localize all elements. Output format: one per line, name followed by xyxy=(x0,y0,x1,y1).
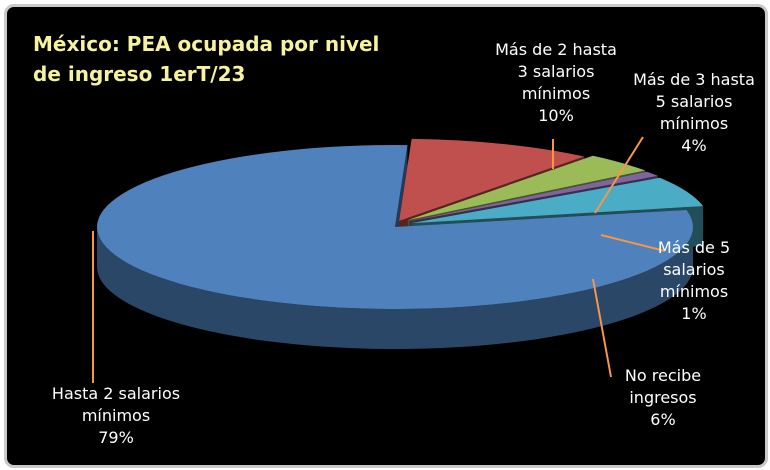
slice-label-3-a-5: Más de 3 hasta 5 salarios mínimos 4% xyxy=(633,70,755,155)
leader-line-2 xyxy=(594,136,644,214)
slice-label-2-a-3: Más de 2 hasta 3 salarios mínimos 10% xyxy=(495,40,617,125)
leader-line-3 xyxy=(600,234,666,252)
slice-3-top xyxy=(409,171,658,222)
chart-title: México: PEA ocupada por nivel de ingreso… xyxy=(33,32,380,86)
slice-tops xyxy=(96,138,704,309)
slice-0-wall xyxy=(97,227,693,349)
slice-label-no-recibe: No recibe ingresos 6% xyxy=(624,366,702,429)
slice-label-hasta-2: Hasta 2 salarios mínimos 79% xyxy=(51,384,181,447)
pie-chart xyxy=(92,136,704,383)
leader-line-4 xyxy=(592,278,612,378)
slice-label-mas-5: Más de 5 salarios mínimos 1% xyxy=(657,238,731,323)
chart-frame: México: PEA ocupada por nivel de ingreso… xyxy=(4,4,768,468)
slice-0-top xyxy=(96,144,693,309)
slice-2-top xyxy=(407,155,646,221)
slice-4-top xyxy=(411,177,704,224)
slice-1-top xyxy=(399,138,585,221)
